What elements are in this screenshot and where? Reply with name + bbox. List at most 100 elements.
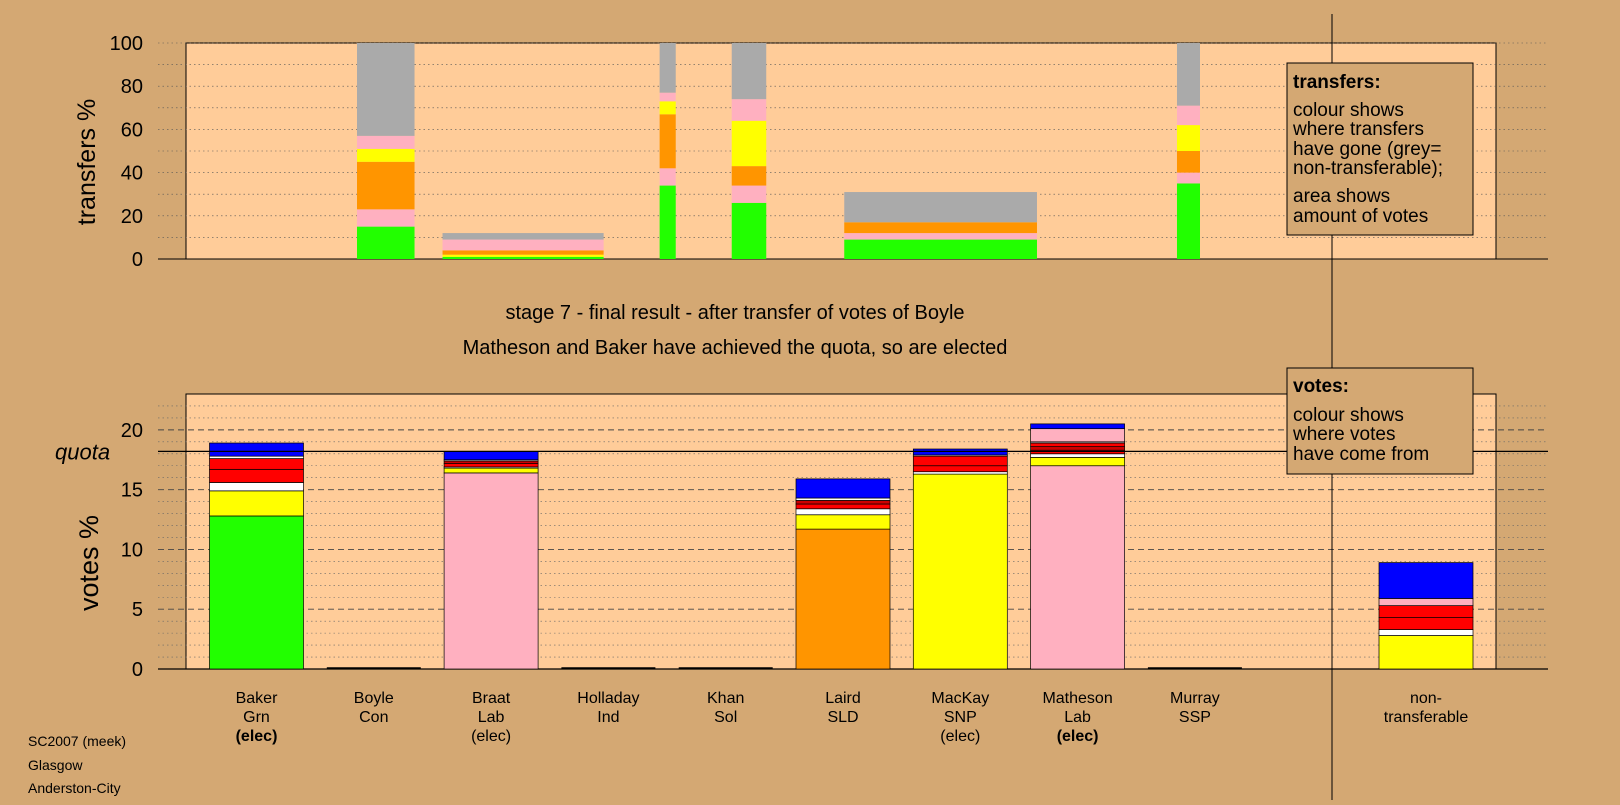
candidate-labels: Baker Grn (elec) Boyle Con Braat Lab (elec) Holl…	[236, 690, 1469, 745]
votes-legend-line: colour shows	[1293, 405, 1404, 426]
transfers-y-ticks: 0 20 40 60 80 100	[110, 33, 143, 271]
candidate-party-label: Con	[359, 709, 388, 726]
votes-bar-baker-segment-red	[209, 468, 304, 483]
transfers-legend-line: where transfers	[1292, 119, 1424, 140]
transfer-segment-orange	[844, 222, 1037, 234]
transfers-y-tick-label: 100	[110, 33, 143, 55]
transfer-segment-yellow	[357, 148, 415, 162]
votes-bar-mackay-segment-red	[912, 455, 1008, 467]
votes-y-tick-label: 5	[132, 599, 143, 621]
votes-bar-braat-segment-pink	[443, 472, 539, 670]
transfer-segment-grey	[731, 43, 767, 100]
transfers-y-axis-label: transfers %	[73, 99, 101, 225]
votes-bar-nontransferable-segment-yellow	[1378, 635, 1474, 670]
transfer-segment-green	[1176, 183, 1200, 259]
transfer-segment-orange	[1176, 151, 1200, 173]
votes-y-tick-label: 15	[121, 480, 143, 502]
transfer-segment-pink	[1176, 172, 1200, 184]
votes-bar-nontransferable-segment-red	[1378, 617, 1474, 630]
candidate-name-label: Laird	[825, 690, 861, 707]
votes-bar-nontransferable-segment-red	[1378, 605, 1474, 618]
votes-y-axis-label: votes %	[74, 515, 104, 611]
transfers-y-tick-label: 20	[121, 206, 143, 228]
transfer-segment-green	[731, 202, 767, 259]
transfer-segment-pink	[731, 185, 767, 203]
transfers-legend-line: non-transferable);	[1293, 158, 1443, 179]
transfers-y-tick-label: 60	[121, 119, 143, 141]
transfer-segment-orange	[357, 161, 415, 210]
transfer-segment-orange	[731, 166, 767, 186]
votes-bar-nontransferable-segment-blue	[1378, 562, 1474, 599]
transfers-y-tick-label: 0	[132, 249, 143, 271]
transfer-segment-grey	[357, 43, 415, 136]
votes-bar-baker-segment-yellow	[209, 490, 304, 517]
footer-ward: Anderston-City	[28, 780, 121, 796]
candidate-status-label: (elec)	[940, 728, 980, 745]
candidate-name-label: MacKay	[931, 690, 989, 707]
votes-bar-baker-segment-white	[209, 455, 304, 459]
votes-bar-baker-segment-green	[209, 515, 304, 670]
stage-title: stage 7 - final result - after transfer …	[505, 302, 964, 324]
votes-y-ticks: 0 5 10 15 20	[121, 420, 143, 681]
transfers-legend-line: amount of votes	[1293, 206, 1428, 227]
candidate-name-label: Murray	[1170, 690, 1220, 707]
candidate-party-label: SSP	[1179, 709, 1211, 726]
votes-bar-nontransferable-segment-white	[1378, 629, 1474, 636]
transfer-segment-orange	[659, 114, 676, 169]
transfer-segment-grey	[659, 43, 676, 93]
votes-bar-nontransferable-segment-pink	[1378, 598, 1474, 606]
votes-bar-laird-segment-red	[795, 503, 891, 510]
votes-bar-matheson-segment-pink	[1030, 465, 1125, 670]
transfer-segment-pink	[1176, 105, 1200, 126]
transfers-legend: transfers: colour shows where transfers …	[1286, 62, 1474, 236]
votes-y-tick-label: 10	[121, 539, 143, 561]
votes-bar-mackay-segment-yellow	[912, 473, 1008, 670]
transfers-y-tick-label: 40	[121, 163, 143, 185]
transfer-segment-orange	[442, 250, 604, 255]
votes-bar-laird-segment-blue	[795, 478, 891, 499]
transfer-segment-green	[659, 185, 676, 259]
transfer-segment-pink	[357, 135, 415, 149]
transfer-segment-pink	[357, 209, 415, 227]
footer-council: Glasgow	[28, 757, 83, 773]
footer-election: SC2007 (meek)	[28, 733, 126, 749]
votes-legend: votes: colour shows where votes have com…	[1286, 367, 1474, 475]
transfer-segment-grey	[844, 192, 1037, 223]
votes-legend-line: have come from	[1293, 444, 1429, 465]
votes-legend-line: where votes	[1292, 424, 1395, 445]
transfers-legend-line: colour shows	[1293, 100, 1404, 121]
votes-legend-title: votes:	[1293, 376, 1349, 397]
transfers-legend-line: have gone (grey=	[1293, 139, 1441, 160]
votes-bar-laird-segment-white	[795, 508, 891, 516]
candidate-party-label: Lab	[478, 709, 505, 726]
transfer-segment-green	[844, 239, 1037, 259]
quota-label: quota	[55, 439, 110, 464]
votes-bar-mackay-segment-red	[912, 465, 1008, 473]
nontransferable-label: transferable	[1384, 709, 1469, 726]
transfer-segment-pink	[844, 233, 1037, 240]
votes-bar-braat-segment-red	[443, 462, 539, 468]
transfers-y-tick-label: 80	[121, 76, 143, 98]
votes-bar-braat-segment-blue	[443, 451, 539, 461]
votes-bar-braat-segment-yellow	[443, 467, 539, 474]
votes-bar-braat-segment-dark_red	[443, 460, 539, 464]
candidate-status-label: (elec)	[236, 728, 278, 745]
transfer-segment-yellow	[442, 254, 604, 257]
candidate-party-label: Lab	[1064, 709, 1091, 726]
transfer-segment-green	[357, 226, 415, 259]
candidate-name-label: Baker	[236, 690, 278, 707]
candidate-name-label: Boyle	[354, 690, 394, 707]
candidate-status-label: (elec)	[1057, 728, 1099, 745]
candidate-party-label: Ind	[597, 709, 619, 726]
votes-bar-matheson-segment-white	[1030, 453, 1125, 458]
candidate-name-label: Braat	[472, 690, 511, 707]
votes-bar-matheson-segment-dark_red	[1030, 446, 1125, 451]
votes-bar-baker-segment-blue	[209, 442, 304, 457]
votes-y-tick-label: 0	[132, 659, 143, 681]
transfer-segment-pink	[659, 168, 676, 186]
candidate-party-label: Sol	[714, 709, 737, 726]
votes-bar-baker-segment-red	[209, 458, 304, 470]
nontransferable-label: non-	[1410, 690, 1442, 707]
